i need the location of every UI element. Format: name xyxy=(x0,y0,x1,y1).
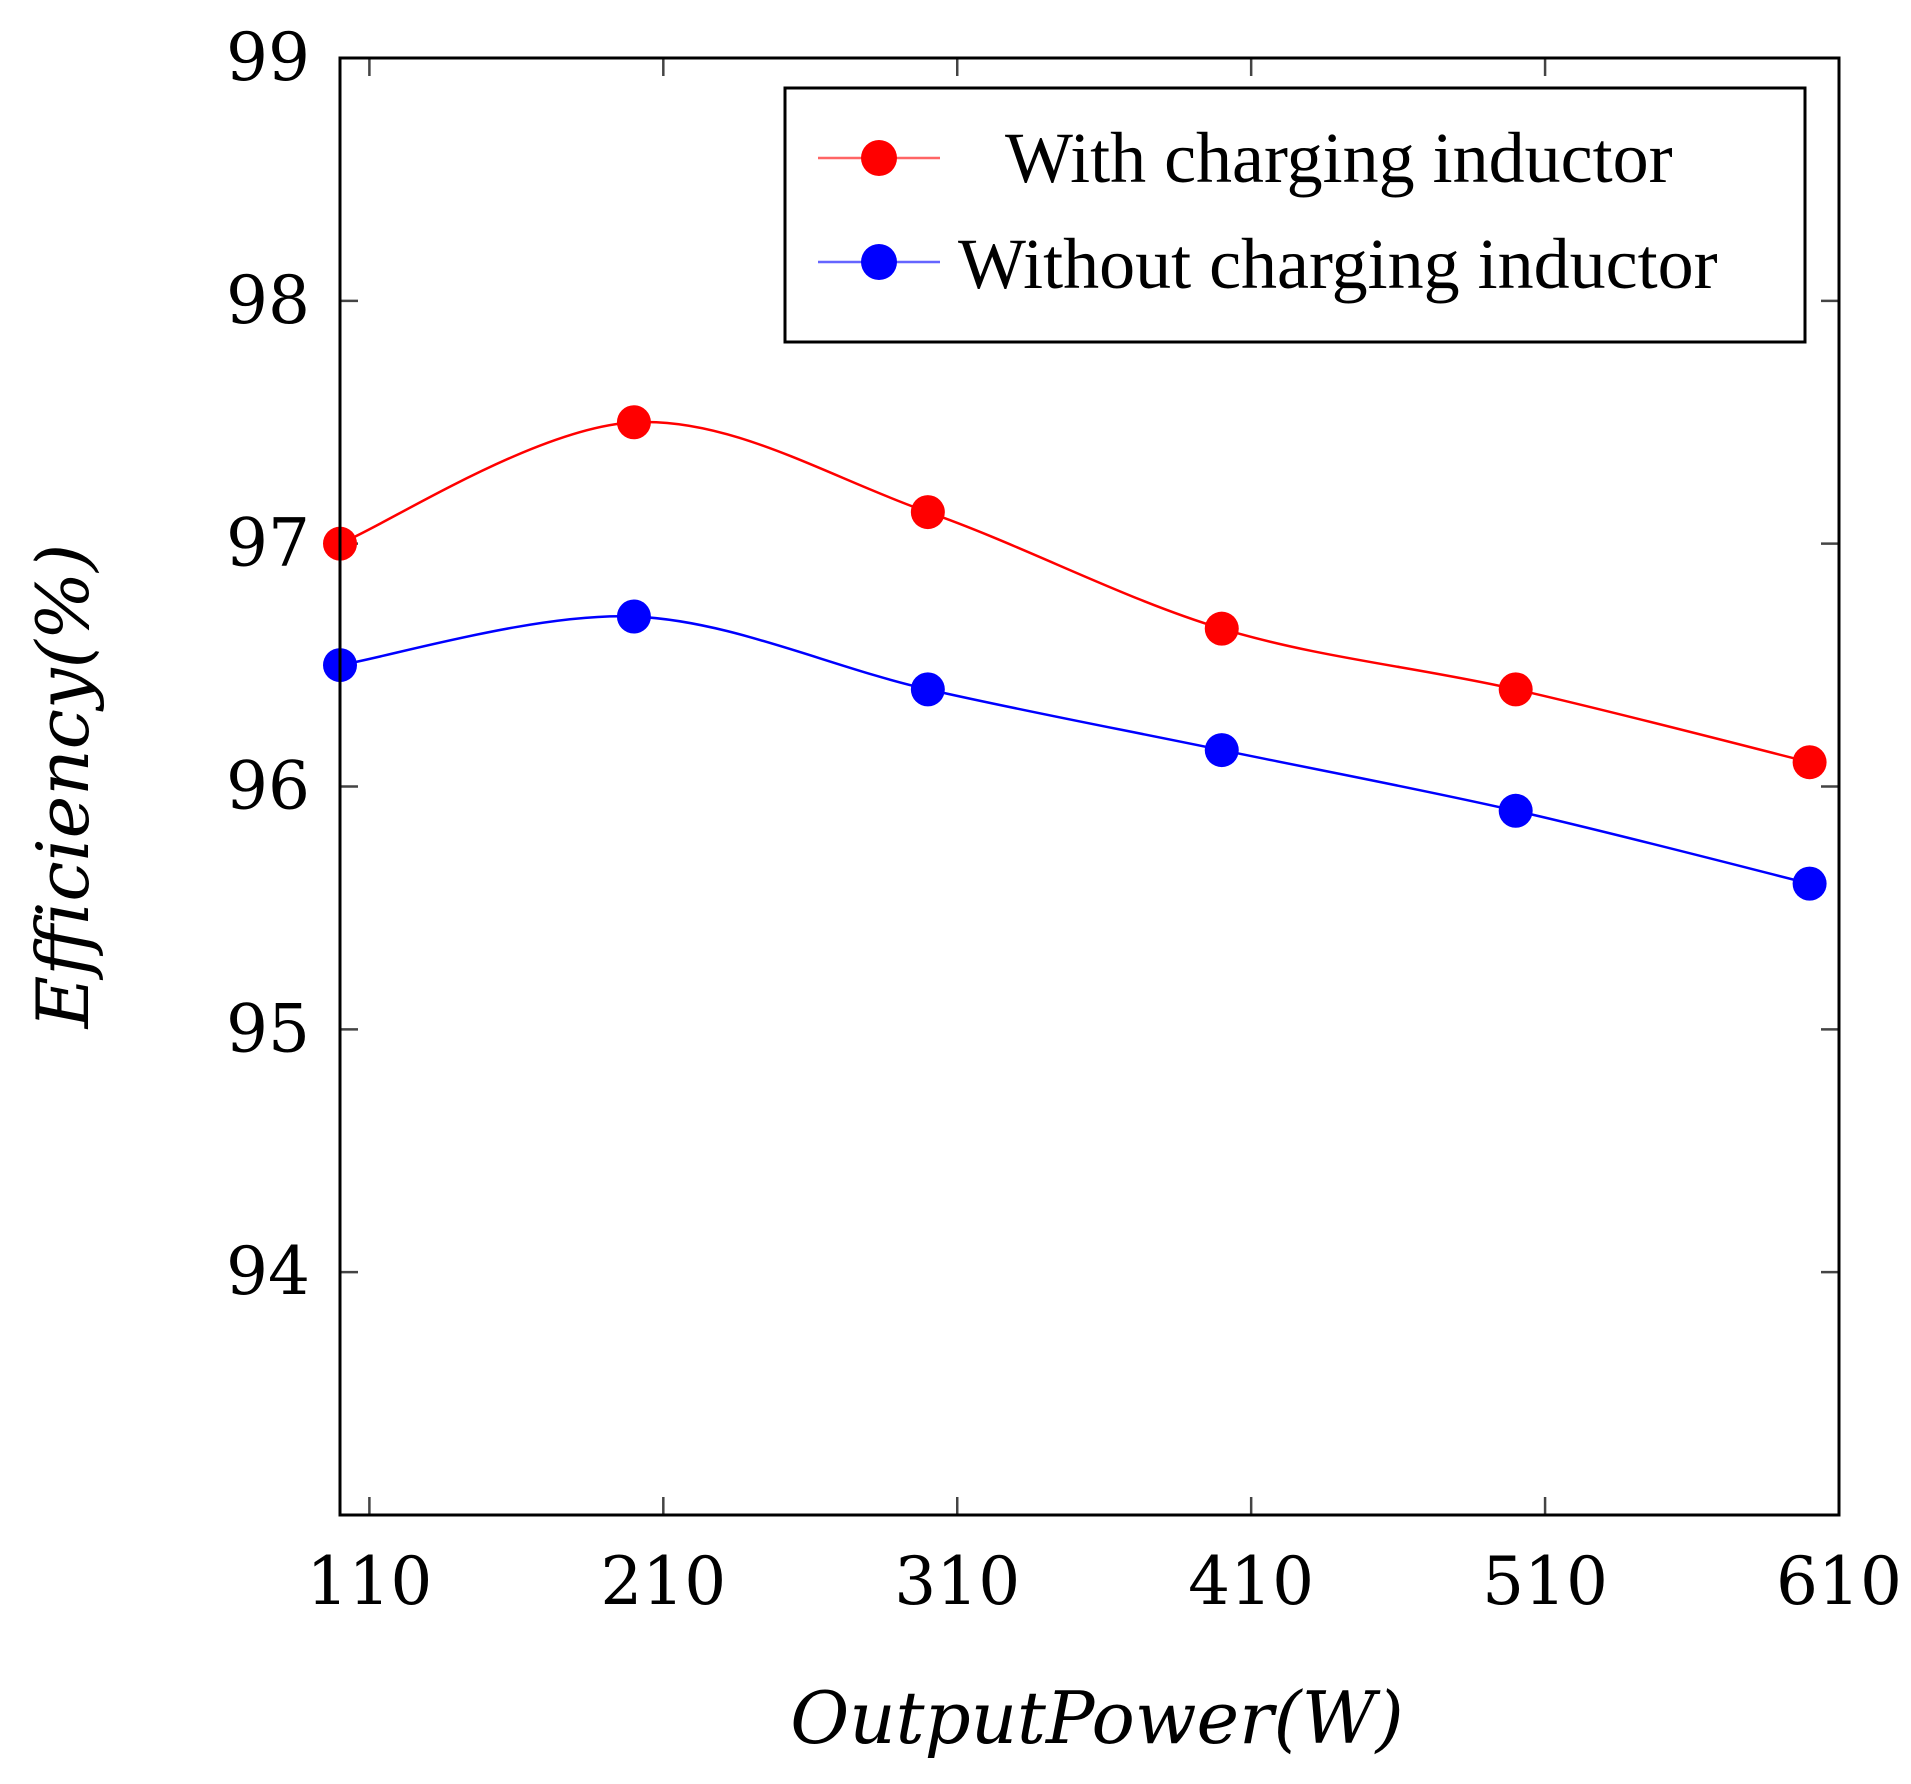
data-point xyxy=(1792,866,1827,901)
y-tick-label: 95 xyxy=(226,990,310,1067)
y-tick-label: 98 xyxy=(226,262,310,339)
x-tick-label: 110 xyxy=(306,1543,432,1620)
legend: With charging inductor Without charging … xyxy=(783,86,1807,344)
y-tick-label: 97 xyxy=(226,505,310,582)
data-point xyxy=(1792,745,1827,780)
x-tick-label: 610 xyxy=(1776,1543,1902,1620)
series-group xyxy=(323,405,1827,901)
data-point xyxy=(616,599,651,634)
x-tick-label: 410 xyxy=(1188,1543,1314,1620)
series-2 xyxy=(323,599,1827,901)
data-point xyxy=(1498,793,1533,828)
data-point xyxy=(1204,733,1239,768)
data-point xyxy=(910,672,945,707)
x-tick-label: 310 xyxy=(894,1543,1020,1620)
plot-frame xyxy=(338,56,1841,1517)
x-axis-label: OutputPower(W) xyxy=(790,1676,1403,1760)
legend-label-without: Without charging inductor xyxy=(958,224,1718,304)
legend-label-with: With charging inductor xyxy=(1005,118,1673,198)
legend-box xyxy=(783,86,1807,344)
y-tick-label: 94 xyxy=(226,1233,310,1310)
data-point xyxy=(1204,611,1239,646)
series-line xyxy=(339,420,1810,764)
data-point xyxy=(910,495,945,530)
data-point xyxy=(616,405,651,440)
series-line xyxy=(339,615,1810,885)
y-tick-labels: 94 95 96 97 98 99 xyxy=(226,19,310,1310)
series-1 xyxy=(323,405,1827,780)
y-tick-label: 96 xyxy=(226,748,310,825)
y-axis-label: Efficiency(%) xyxy=(21,544,105,1031)
x-tick-labels: 110 210 310 410 510 610 xyxy=(306,1543,1902,1620)
data-point xyxy=(1498,672,1533,707)
legend-swatch-marker-without xyxy=(861,244,897,280)
y-tick-label: 99 xyxy=(226,19,310,96)
legend-swatch-marker-with xyxy=(861,140,897,176)
x-tick-label: 510 xyxy=(1482,1543,1608,1620)
x-tick-label: 210 xyxy=(600,1543,726,1620)
